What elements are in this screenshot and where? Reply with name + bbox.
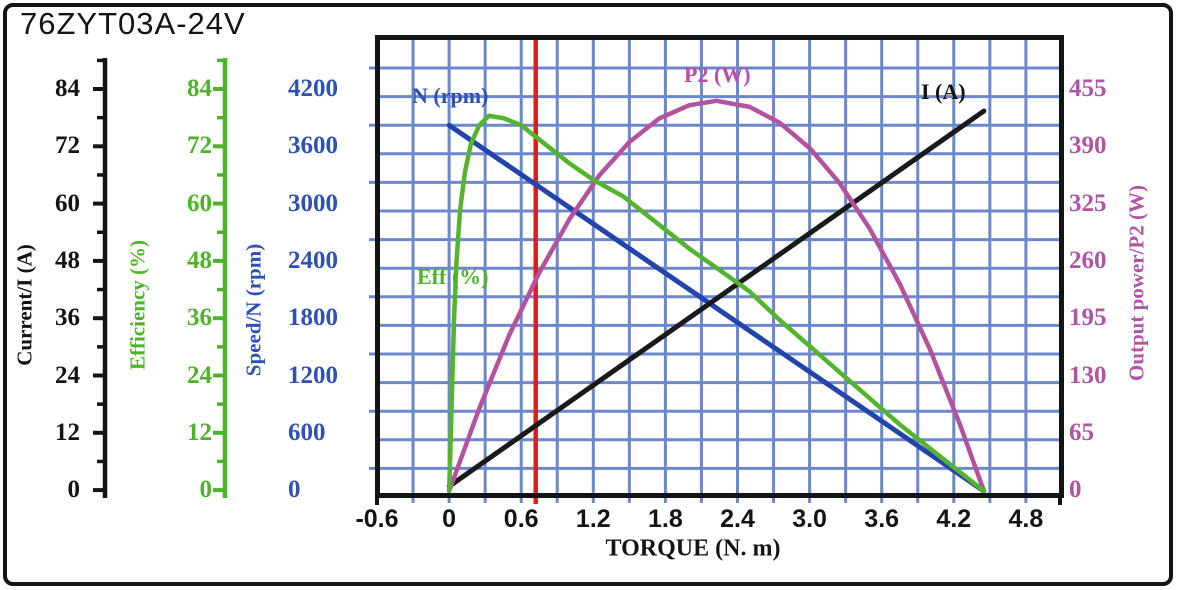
axis-tick-label: 24 <box>187 361 212 389</box>
power-curve-label: P2 (W) <box>684 62 751 87</box>
torque-tick-label: 3.0 <box>792 505 827 533</box>
page-title: 76ZYT03A-24V <box>20 6 246 41</box>
axis-tick-label: 84 <box>55 75 80 102</box>
torque-axis-tick-labels: -0.6 0 0.6 1.2 1.8 2.4 3.0 3.6 4.2 4.8 <box>355 505 1097 535</box>
curve-lines <box>446 98 987 494</box>
torque-tick-label: 4.8 <box>1008 505 1044 533</box>
axis-tick-label: 325 <box>1069 189 1107 217</box>
axis-tick-label: 195 <box>1069 304 1107 332</box>
axis-tick-label: 36 <box>55 304 80 332</box>
axis-tick-label: 1200 <box>288 361 338 389</box>
axis-tick-label: 0 <box>199 476 213 504</box>
axis-tick-label: 0 <box>67 476 81 504</box>
axis-tick-label: 60 <box>55 189 80 217</box>
axis-scale-bars <box>93 58 228 498</box>
efficiency-curve-label: Eff (%) <box>417 264 489 289</box>
axis-tick-label: 2400 <box>288 246 338 274</box>
torque-axis-title: TORQUE (N. m) <box>605 535 781 562</box>
axis-tick-label: 260 <box>1069 246 1107 274</box>
torque-tick-label: 2.4 <box>720 505 755 533</box>
axis-tick-label: 3600 <box>288 132 338 160</box>
axis-tick-label: 48 <box>55 246 80 274</box>
current-axis-title: Current/I (A) <box>12 244 37 366</box>
speed-axis-title: Speed/N (rpm) <box>241 243 266 377</box>
axis-tick-label: 600 <box>288 418 326 446</box>
axis-tick-label: 12 <box>187 418 212 446</box>
speed-curve-label: N (rpm) <box>412 83 489 108</box>
axis-tick-label: 12 <box>55 418 80 446</box>
axis-tick-label: 84 <box>187 75 212 102</box>
torque-tick-label: -0.6 <box>355 505 399 533</box>
curve-current <box>446 108 987 489</box>
curve-power <box>446 98 987 494</box>
axis-tick-label: 3000 <box>288 189 338 217</box>
axis-tick-label: 390 <box>1069 132 1107 160</box>
axis-tick-label: 0 <box>1069 476 1082 504</box>
torque-tick-label: 4.2 <box>936 505 972 533</box>
axis-tick-label: 0 <box>288 476 301 504</box>
axis-tick-label: 72 <box>187 132 212 160</box>
axis-tick-label: 4200 <box>288 75 338 102</box>
power-axis-title: Output power/P2 (W) <box>1124 185 1149 381</box>
efficiency-axis-title: Efficiency (%) <box>125 239 150 371</box>
axis-tick-label: 130 <box>1069 361 1107 389</box>
torque-tick-label: 0 <box>442 505 457 533</box>
axis-tick-label: 24 <box>55 361 80 389</box>
torque-tick-label: 3.6 <box>864 505 900 533</box>
plot-border <box>375 35 1064 498</box>
torque-tick-label: 1.2 <box>575 505 611 533</box>
curve-efficiency <box>446 113 987 494</box>
torque-tick-label: 1.8 <box>648 505 683 533</box>
axis-tick-label: 65 <box>1069 418 1094 446</box>
current-curve-label: I (A) <box>921 79 966 104</box>
axis-tick-label: 36 <box>187 304 212 332</box>
curve-speed <box>446 122 987 494</box>
axis-tick-label: 1800 <box>288 304 338 332</box>
grid-lines <box>369 39 1062 505</box>
axis-tick-label: 455 <box>1069 75 1107 102</box>
axis-tick-label: 72 <box>55 132 80 160</box>
axis-tick-label: 60 <box>187 189 212 217</box>
axis-tick-label: 48 <box>187 246 212 274</box>
torque-tick-label: 0.6 <box>503 505 539 533</box>
